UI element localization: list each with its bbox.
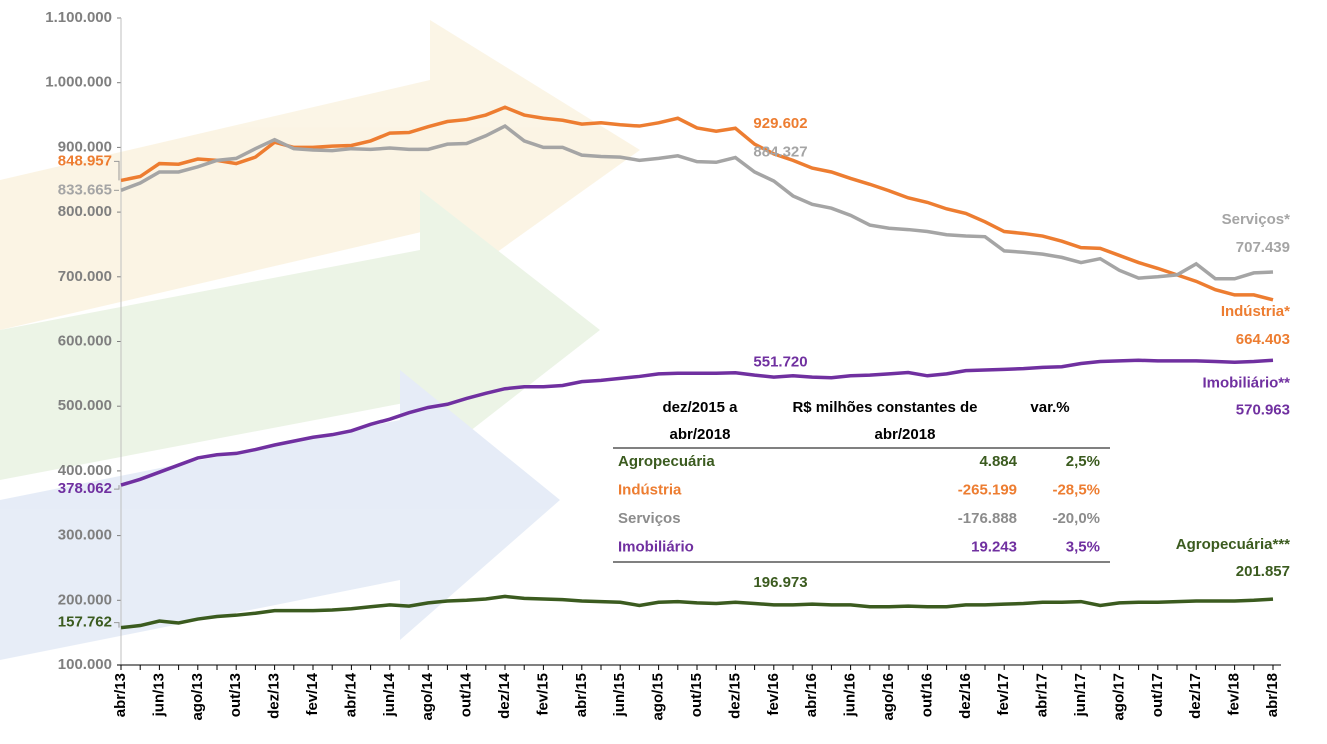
x-tick-label: out/14 bbox=[458, 672, 475, 717]
arrow bbox=[0, 370, 560, 660]
x-tick-label: ago/15 bbox=[650, 673, 667, 721]
series-name: Agropecuária*** bbox=[1176, 536, 1290, 553]
table-cell: Serviços bbox=[618, 510, 681, 527]
series-line bbox=[120, 105, 1274, 302]
series-line bbox=[120, 594, 1274, 630]
series-name: Imobiliário** bbox=[1202, 374, 1290, 391]
x-tick-label: jun/14 bbox=[381, 672, 398, 717]
x-tick-label: out/17 bbox=[1149, 673, 1166, 717]
x-tick-label: fev/17 bbox=[995, 673, 1012, 716]
y-tick-label: 300.000 bbox=[58, 527, 112, 544]
series-line bbox=[120, 358, 1274, 487]
value-label: 157.762 bbox=[58, 614, 112, 631]
x-tick-label: dez/13 bbox=[266, 673, 283, 719]
table-cell: 4.884 bbox=[979, 453, 1017, 470]
value-label: 848.957 bbox=[58, 152, 112, 169]
x-tick-label: jun/16 bbox=[842, 673, 859, 717]
x-tick-label: ago/13 bbox=[189, 673, 206, 721]
value-label: 664.403 bbox=[1236, 331, 1290, 348]
table-cell: -28,5% bbox=[1052, 481, 1100, 498]
series-name: Serviços* bbox=[1222, 211, 1291, 228]
table-cell: -265.199 bbox=[958, 481, 1017, 498]
y-tick-label: 100.000 bbox=[58, 656, 112, 673]
series-line bbox=[120, 123, 1274, 281]
y-tick-label: 800.000 bbox=[58, 203, 112, 220]
y-tick-label: 600.000 bbox=[58, 332, 112, 349]
x-tick-label: dez/16 bbox=[957, 673, 974, 719]
y-tick-label: 500.000 bbox=[58, 397, 112, 414]
table-header: abr/2018 bbox=[670, 426, 731, 443]
x-tick-label: abr/17 bbox=[1034, 673, 1051, 717]
leader bbox=[114, 485, 120, 490]
value-label: 201.857 bbox=[1236, 563, 1290, 580]
table-header: var.% bbox=[1030, 399, 1069, 416]
x-tick-label: fev/18 bbox=[1226, 673, 1243, 716]
x-tick-label: fev/16 bbox=[765, 673, 782, 716]
x-tick-label: dez/15 bbox=[726, 673, 743, 719]
x-tick-label: fev/15 bbox=[534, 673, 551, 716]
arrow bbox=[0, 190, 600, 480]
value-label: 551.720 bbox=[753, 354, 807, 371]
table-cell: Imobiliário bbox=[618, 538, 694, 555]
table-cell: -20,0% bbox=[1052, 510, 1100, 527]
x-tick-label: fev/14 bbox=[304, 672, 321, 715]
x-tick-label: jun/17 bbox=[1072, 673, 1089, 717]
table-cell: Indústria bbox=[618, 481, 682, 498]
table-cell: Agropecuária bbox=[618, 453, 715, 470]
x-tick-label: abr/18 bbox=[1264, 673, 1281, 717]
arrow bbox=[0, 20, 640, 330]
table-cell: -176.888 bbox=[958, 510, 1017, 527]
background-arrows bbox=[0, 20, 640, 660]
x-tick-label: out/13 bbox=[227, 673, 244, 717]
table-cell: 3,5% bbox=[1066, 538, 1100, 555]
series-name: Indústria* bbox=[1221, 303, 1290, 320]
x-tick-label: abr/15 bbox=[573, 673, 590, 717]
y-tick-label: 400.000 bbox=[58, 462, 112, 479]
y-tick-label: 1.000.000 bbox=[45, 74, 112, 91]
value-label: 833.665 bbox=[58, 181, 112, 198]
value-label: 378.062 bbox=[58, 480, 112, 497]
y-tick-label: 200.000 bbox=[58, 591, 112, 608]
x-tick-label: out/16 bbox=[918, 673, 935, 717]
value-label: 570.963 bbox=[1236, 401, 1290, 418]
x-tick-label: ago/17 bbox=[1110, 673, 1127, 721]
y-tick-label: 700.000 bbox=[58, 268, 112, 285]
x-tick-label: ago/16 bbox=[880, 673, 897, 721]
x-tick-label: out/15 bbox=[688, 673, 705, 717]
value-label: 929.602 bbox=[753, 115, 807, 132]
table-header: abr/2018 bbox=[875, 426, 936, 443]
x-tick-label: jun/15 bbox=[611, 673, 628, 717]
x-tick-label: jun/13 bbox=[150, 673, 167, 717]
y-tick-label: 900.000 bbox=[58, 138, 112, 155]
leader bbox=[114, 160, 120, 181]
table-header: R$ milhões constantes de bbox=[792, 399, 977, 416]
value-label: 196.973 bbox=[753, 574, 807, 591]
table-cell: 2,5% bbox=[1066, 453, 1100, 470]
x-tick-label: dez/17 bbox=[1187, 673, 1204, 719]
x-tick-label: dez/14 bbox=[496, 672, 513, 719]
value-label: 884.327 bbox=[753, 144, 807, 161]
x-tick-label: abr/14 bbox=[342, 672, 359, 717]
leader bbox=[114, 622, 120, 628]
x-tick-label: abr/16 bbox=[803, 673, 820, 717]
x-tick-label: ago/14 bbox=[419, 672, 436, 720]
table-header: dez/2015 a bbox=[662, 399, 738, 416]
x-tick-label: abr/13 bbox=[112, 673, 129, 717]
value-label: 707.439 bbox=[1236, 239, 1290, 256]
table-cell: 19.243 bbox=[971, 538, 1017, 555]
y-tick-label: 1.100.000 bbox=[45, 9, 112, 26]
